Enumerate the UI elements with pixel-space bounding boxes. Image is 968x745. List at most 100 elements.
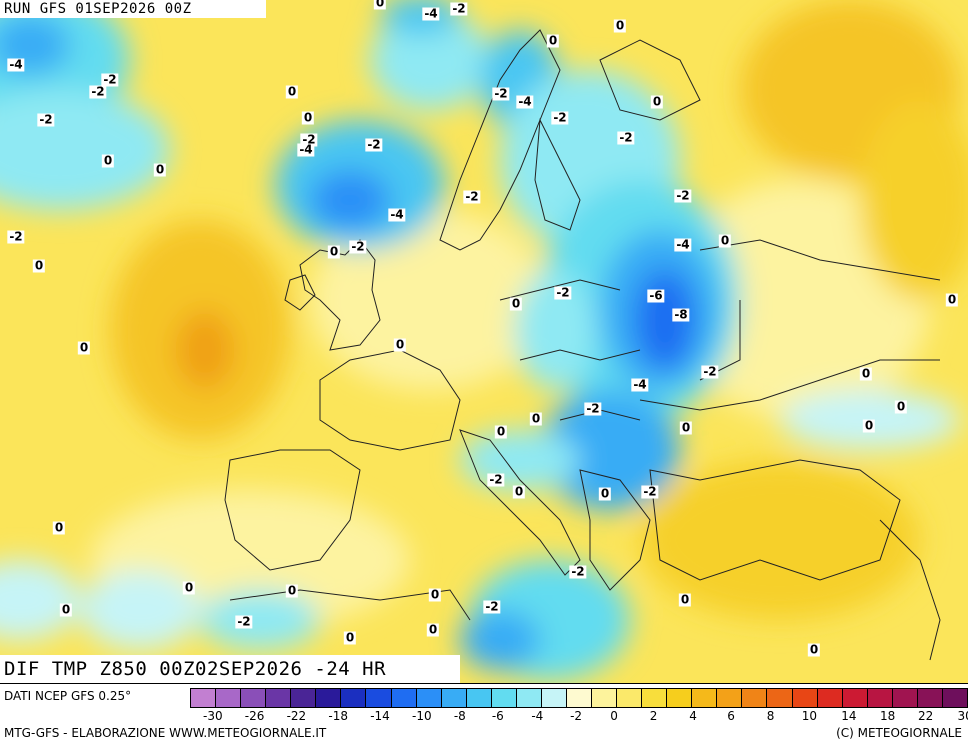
contour-label: -2 [101, 72, 119, 87]
legend-tick-label: 30 [957, 709, 968, 723]
contour-label: -2 [584, 401, 602, 416]
legend-swatch [391, 689, 417, 707]
contour-label: 0 [373, 0, 387, 10]
contour-label: -4 [516, 94, 534, 109]
contour-label: 0 [32, 258, 46, 273]
contour-label: 0 [678, 592, 692, 607]
contour-label: -4 [388, 207, 406, 222]
temperature-difference-map: RUN GFS 01SEP2026 00Z -4 -2 0 0 0 -4 -2 -2 0 -2 -4… [0, 0, 968, 684]
contour-label: -2 [349, 239, 367, 254]
legend-swatch [642, 689, 668, 707]
legend-swatch [742, 689, 768, 707]
contour-label: 0 [285, 84, 299, 99]
legend-tick-label: 6 [727, 709, 735, 723]
map-field [0, 0, 968, 683]
legend-tick-label: -14 [370, 709, 390, 723]
legend-swatch [667, 689, 693, 707]
contour-label: 0 [679, 420, 693, 435]
legend-tick-label: -6 [491, 709, 504, 723]
contour-label: 0 [77, 340, 91, 355]
contour-label: 0 [153, 162, 167, 177]
contour-label: -2 [7, 229, 25, 244]
legend-tick-label: 2 [649, 709, 658, 723]
contour-label: -2 [641, 484, 659, 499]
contour-label: -2 [674, 188, 692, 203]
contour-label: -2 [235, 614, 253, 629]
legend-swatch [767, 689, 793, 707]
legend-swatch [917, 689, 943, 707]
contour-label: -2 [569, 564, 587, 579]
contour-label: -4 [631, 377, 649, 392]
contour-label: 0 [613, 18, 627, 33]
legend-swatch [466, 689, 492, 707]
data-source-label: DATI NCEP GFS 0.25° [4, 689, 132, 703]
legend-swatch [491, 689, 517, 707]
legend-tick-label: -2 [570, 709, 583, 723]
legend-swatch [566, 689, 592, 707]
contour-label: 0 [862, 418, 876, 433]
contour-label: 0 [285, 583, 299, 598]
contour-label: -2 [365, 137, 383, 152]
legend-swatch [617, 689, 643, 707]
contour-label: 0 [426, 622, 440, 637]
credit-label: MTG-GFS - ELABORAZIONE WWW.METEOGIORNALE… [4, 726, 327, 740]
contour-label: 0 [546, 33, 560, 48]
contour-label: -2 [551, 110, 569, 125]
contour-label: -2 [487, 472, 505, 487]
legend-swatch [516, 689, 542, 707]
contour-label: 0 [327, 244, 341, 259]
legend-tick-label: 22 [918, 709, 934, 723]
contour-label: 0 [182, 580, 196, 595]
legend-swatch [692, 689, 718, 707]
legend-swatch [942, 689, 967, 707]
contour-label: -2 [617, 130, 635, 145]
legend-swatch [291, 689, 317, 707]
contour-label: 0 [509, 296, 523, 311]
legend-swatch [216, 689, 242, 707]
legend-tick-label: -8 [453, 709, 466, 723]
contour-label: 0 [650, 94, 664, 109]
legend-swatch [892, 689, 918, 707]
contour-label: -2 [483, 599, 501, 614]
contour-label: 0 [945, 292, 959, 307]
contour-label: -2 [463, 189, 481, 204]
map-title: DIF TMP Z850 00Z02SEP2026 -24 HR [0, 655, 460, 683]
legend-swatch [867, 689, 893, 707]
legend-swatch [592, 689, 618, 707]
contour-label: 0 [428, 587, 442, 602]
contour-label: 0 [718, 233, 732, 248]
legend-swatch [366, 689, 392, 707]
contour-label: 0 [807, 642, 821, 657]
legend-swatch [241, 689, 267, 707]
legend-swatch [191, 689, 217, 707]
legend-tick-label: -22 [286, 709, 307, 723]
legend-swatch [341, 689, 367, 707]
legend-swatch [792, 689, 818, 707]
contour-label: 0 [859, 366, 873, 381]
legend-swatch [316, 689, 342, 707]
legend-tick-label: 0 [610, 709, 618, 723]
contour-label: -4 [7, 57, 25, 72]
legend-tick-label: 14 [841, 709, 857, 723]
contour-label: 0 [101, 153, 115, 168]
contour-label: -8 [672, 307, 690, 322]
legend-tick-label: 18 [880, 709, 896, 723]
contour-label: -2 [37, 112, 55, 127]
legend-swatch [266, 689, 292, 707]
legend-swatch [416, 689, 442, 707]
legend-swatch [717, 689, 743, 707]
contour-label: -2 [492, 86, 510, 101]
contour-label: -2 [701, 364, 719, 379]
legend-tick-label: 10 [801, 709, 818, 723]
contour-label: 0 [59, 602, 73, 617]
contour-label: 0 [52, 520, 66, 535]
legend-tick-label: -30 [202, 709, 223, 723]
contour-label: 0 [598, 486, 612, 501]
contour-label: -6 [647, 288, 665, 303]
legend-tick-label: 8 [766, 709, 775, 723]
contour-label: 0 [894, 399, 908, 414]
run-info: RUN GFS 01SEP2026 00Z [0, 0, 266, 18]
contour-label: -2 [89, 84, 107, 99]
contour-label: 0 [343, 630, 357, 645]
contour-label: -2 [554, 285, 572, 300]
